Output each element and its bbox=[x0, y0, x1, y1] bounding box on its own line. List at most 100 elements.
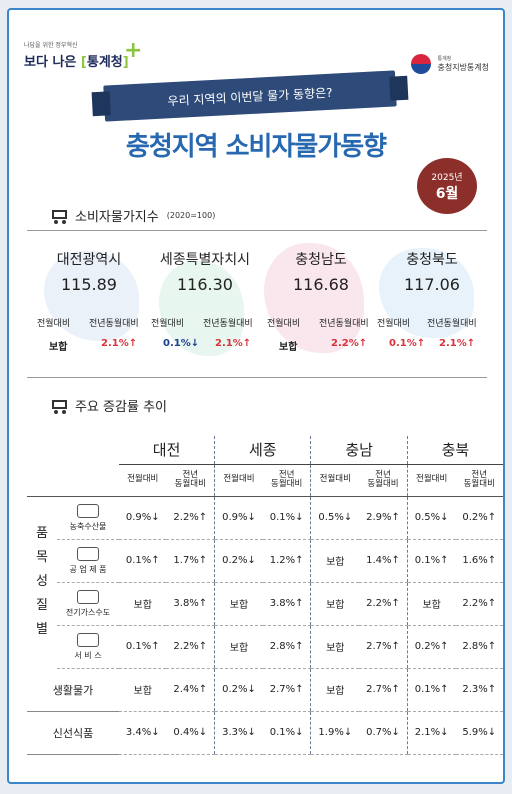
date-badge: 2025년 6월 bbox=[417, 158, 477, 214]
yoy-subheader: 전년 동월대비 bbox=[455, 464, 503, 497]
region-chungbuk: 충청북도 117.06 bbox=[380, 249, 484, 294]
region-header: 세종 bbox=[214, 436, 311, 465]
agency-small: 통계청 bbox=[437, 56, 452, 62]
value-cell: 보합 bbox=[214, 582, 263, 626]
phone-icon bbox=[77, 632, 99, 647]
mom-value: 보합 bbox=[49, 342, 68, 353]
divider bbox=[27, 230, 487, 231]
value-cell: 2.1%↓ bbox=[406, 711, 456, 755]
row-label: 신선식품 bbox=[27, 711, 119, 755]
value-cell: 보합 bbox=[119, 668, 167, 712]
item-row: 품 목 성 질 별 농축수산물 0.9%↓ 2.2%↑ 0.9%↓ 0.1%↓ 0.5%↓ 2.9%↑… bbox=[27, 496, 503, 637]
value-cell: 2.7%↑ bbox=[359, 625, 408, 669]
value-cell: 2.3%↑ bbox=[455, 668, 503, 712]
side-label-char: 성 bbox=[36, 574, 48, 590]
mom-subheader: 전월대비 bbox=[119, 464, 167, 497]
category-name: 서 비 스 bbox=[74, 650, 102, 660]
plus-icon: + bbox=[124, 38, 143, 63]
item-row: 공 업 제 품 0.1%↑ 1.7%↑ 0.2%↓ 1.2%↑ 보합 1.4%↑ 0.1%↑ 1… bbox=[27, 539, 503, 583]
value-cell: 2.2%↑ bbox=[455, 582, 503, 626]
value-cell: 2.2%↑ bbox=[166, 625, 215, 669]
map-silhouette bbox=[264, 243, 364, 353]
value-cell: 보합 bbox=[310, 582, 360, 626]
yoy-subheader: 전년 동월대비 bbox=[359, 464, 408, 497]
value-cell: 2.9%↑ bbox=[359, 496, 408, 540]
yoy-subheader: 전년 동월대비 bbox=[262, 464, 311, 497]
value-cell: 0.9%↓ bbox=[214, 496, 263, 540]
yoy-value: 2.1%↑ bbox=[439, 338, 476, 349]
item-row: 서 비 스 0.1%↑ 2.2%↑ 보합 2.8%↑ 보합 2.7%↑ 0.2%↑ 2.8%↑ bbox=[27, 625, 503, 669]
category-name: 공 업 제 품 bbox=[69, 564, 107, 574]
category-label: 공 업 제 품 bbox=[57, 539, 119, 583]
question-banner: 우리 지역의 이번달 물가 동향은? bbox=[103, 70, 397, 122]
value-cell: 2.2%↑ bbox=[359, 582, 408, 626]
region-index-value: 116.30 bbox=[177, 275, 233, 294]
trend-heading-text: 주요 증감률 추이 bbox=[75, 400, 167, 415]
mom-subheader: 전월대비 bbox=[214, 464, 263, 497]
yoy-value: 2.1%↑ bbox=[101, 338, 138, 349]
base-year-note: (2020=100) bbox=[166, 211, 216, 220]
yoy-label: 전년동월대비 bbox=[89, 319, 139, 329]
mom-label: 전월대비 bbox=[377, 319, 411, 329]
value-cell: 2.8%↑ bbox=[262, 625, 311, 669]
value-cell: 1.2%↑ bbox=[262, 539, 311, 583]
trend-table: 대전 세종 충남 충북 전월대비 전년 동월대비 전월대비 전년 동월대비 전월대비… bbox=[27, 436, 503, 755]
region-sejong: 세종특별자치시 116.30 bbox=[146, 249, 264, 294]
value-cell: 0.2%↓ bbox=[214, 668, 263, 712]
divider bbox=[27, 377, 487, 378]
factory-icon bbox=[77, 546, 99, 561]
yoy-label: 전년동월대비 bbox=[203, 319, 253, 329]
value-cell: 보합 bbox=[214, 625, 263, 669]
value-cell: 2.4%↑ bbox=[166, 668, 215, 712]
map-silhouette bbox=[379, 248, 474, 338]
region-index-value: 116.68 bbox=[293, 275, 349, 294]
logo-tagline: 나답을 위한 정부혁신 bbox=[24, 42, 78, 49]
gov-logo: 나답을 위한 정부혁신 보다 나은 [통계청] + bbox=[24, 38, 142, 70]
value-cell: 1.9%↓ bbox=[310, 711, 360, 755]
value-cell: 0.2%↑ bbox=[406, 625, 456, 669]
region-name: 충청북도 bbox=[406, 252, 458, 268]
index-heading-text: 소비자물가지수 bbox=[75, 210, 159, 225]
region-index-panel: 대전광역시 115.89 세종특별자치시 116.30 충청남도 116.68 … bbox=[34, 243, 484, 363]
region-header: 충북 bbox=[406, 436, 503, 465]
value-cell: 3.8%↑ bbox=[262, 582, 311, 626]
region-header: 충남 bbox=[310, 436, 408, 465]
value-cell: 2.2%↑ bbox=[166, 496, 215, 540]
agency-logo: 통계청 충청지방통계청 bbox=[411, 54, 489, 74]
side-label-char: 품 bbox=[36, 526, 48, 542]
value-cell: 보합 bbox=[310, 539, 360, 583]
yoy-label: 전년동월대비 bbox=[319, 319, 369, 329]
value-cell: 0.1%↓ bbox=[262, 496, 311, 540]
yoy-value: 2.1%↑ bbox=[215, 338, 252, 349]
category-label: 농축수산물 bbox=[57, 496, 119, 540]
category-label: 전기가스수도 bbox=[57, 582, 119, 626]
mom-subheader: 전월대비 bbox=[310, 464, 360, 497]
shopping-cart-icon bbox=[49, 398, 69, 414]
value-cell: 2.8%↑ bbox=[455, 625, 503, 669]
region-header: 대전 bbox=[119, 436, 215, 465]
mom-label: 전월대비 bbox=[37, 319, 71, 329]
value-cell: 보합 bbox=[310, 625, 360, 669]
index-section-heading: 소비자물가지수 (2020=100) bbox=[49, 206, 215, 225]
trend-section-heading: 주요 증감률 추이 bbox=[49, 396, 167, 415]
mom-label: 전월대비 bbox=[267, 319, 301, 329]
map-silhouette bbox=[159, 261, 244, 356]
value-cell: 2.7%↑ bbox=[359, 668, 408, 712]
value-cell: 0.1%↑ bbox=[119, 539, 167, 583]
value-cell: 0.7%↓ bbox=[359, 711, 408, 755]
date-month: 6월 bbox=[435, 185, 459, 202]
row-label: 생활물가 bbox=[27, 668, 119, 712]
value-cell: 0.1%↑ bbox=[406, 539, 456, 583]
value-cell: 0.5%↓ bbox=[406, 496, 456, 540]
mom-value: 0.1%↑ bbox=[389, 338, 426, 349]
region-daejeon: 대전광역시 115.89 bbox=[34, 249, 144, 294]
index-change-values: 보합 2.1%↑ 0.1%↓ 2.1%↑ 보합 2.2%↑ 0.1%↑ 2.1%… bbox=[49, 338, 489, 353]
region-index-value: 117.06 bbox=[404, 275, 460, 294]
agency-name: 충청지방통계청 bbox=[437, 63, 489, 72]
value-cell: 1.4%↑ bbox=[359, 539, 408, 583]
side-label-char: 목 bbox=[36, 550, 48, 566]
logo-text: 보다 나은 [통계청] bbox=[24, 55, 129, 70]
yoy-value: 2.2%↑ bbox=[331, 338, 368, 349]
category-name: 전기가스수도 bbox=[65, 607, 111, 617]
